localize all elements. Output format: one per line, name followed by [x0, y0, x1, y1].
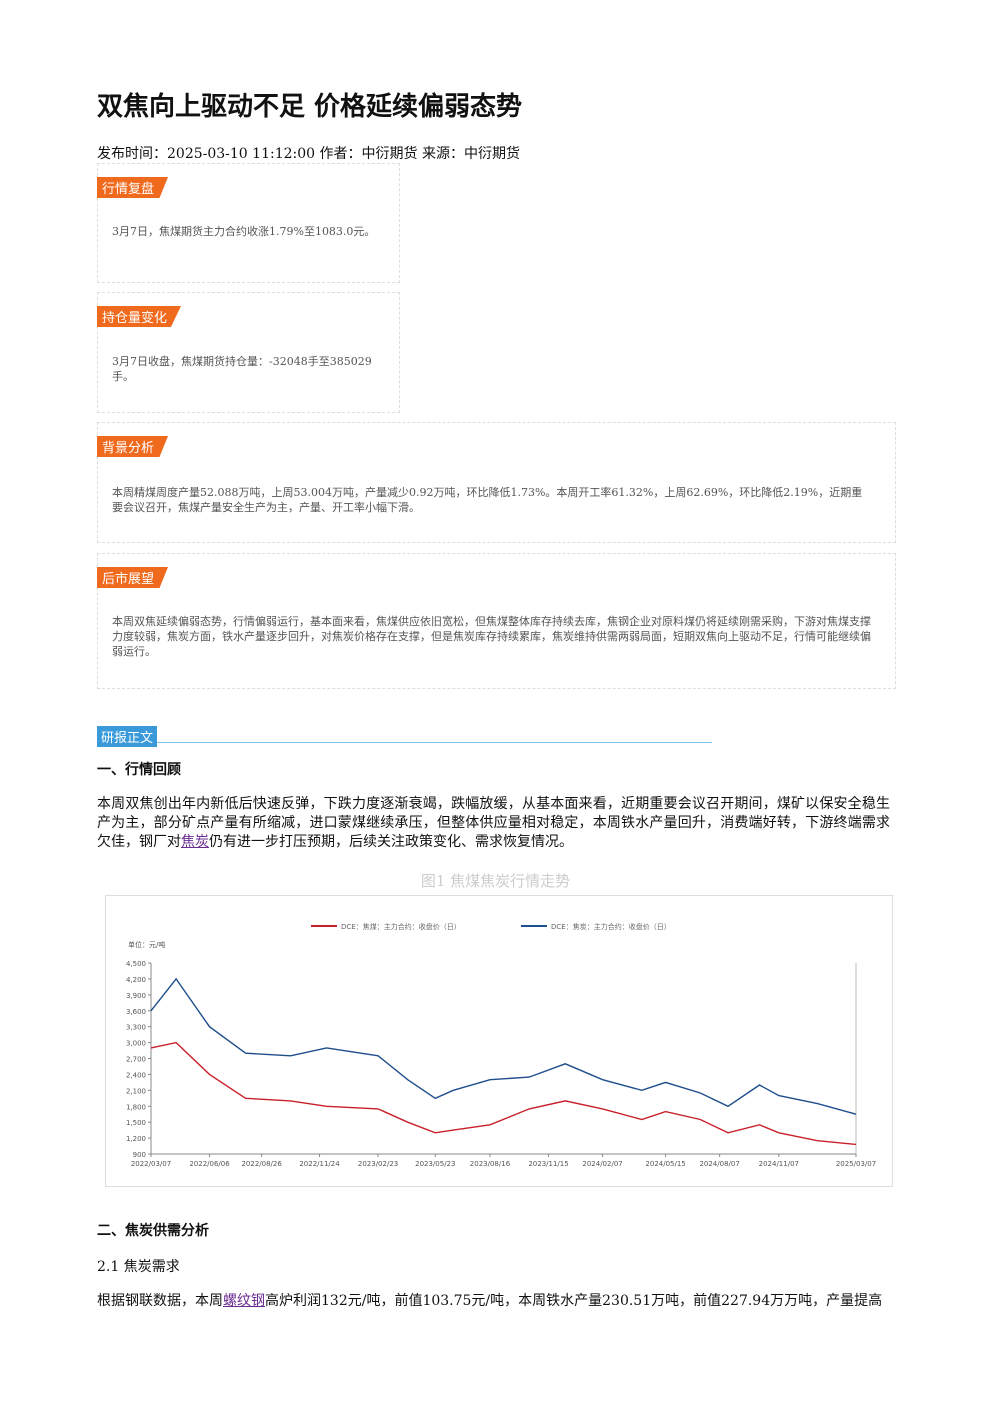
title: 双焦向上驱动不足 价格延续偏弱态势: [97, 92, 523, 122]
summary-text: 本周精煤周度产量52.088万吨，上周53.004万吨，产量减少0.92万吨，环…: [112, 486, 863, 514]
tag: 研报正文: [97, 726, 158, 747]
paragraph: 本周双焦创出年内新低后快速反弹，下跌力度逐渐衰竭，跌幅放缓，从基本面来看，近期重…: [97, 795, 890, 852]
meta: 发布时间：2025-03-10 11:12:00 作者：中衍期货 来源：中衍期货: [97, 146, 520, 162]
summary-text: 3月7日收盘，焦煤期货持仓量：-32048手至385029手。: [112, 355, 372, 383]
x-tick-label: 2023/05/23: [415, 1160, 455, 1168]
x-tick-label: 2023/08/16: [470, 1160, 511, 1168]
x-tick-label: 2022/06/06: [189, 1160, 230, 1168]
figure-caption: 图1 焦煤焦炭行情走势: [420, 872, 571, 890]
y-tick-label: 900: [133, 1151, 146, 1159]
x-tick-label: 2024/02/07: [582, 1160, 622, 1168]
summary-box: 背景分析本周精煤周度产量52.088万吨，上周53.004万吨，产量减少0.92…: [97, 422, 896, 543]
y-tick-label: 3,900: [126, 992, 146, 1000]
tag: 背景分析: [97, 436, 169, 457]
summary-box: 行情复盘 3月7日，焦煤期货主力合约收涨1.79%至1083.0元。: [97, 163, 400, 283]
link[interactable]: 螺纹钢: [223, 1293, 265, 1309]
x-tick-label: 2023/02/23: [358, 1160, 398, 1168]
tag: 行情复盘: [97, 177, 169, 198]
y-tick-label: 1,200: [126, 1135, 146, 1143]
series-line: [150, 1041, 857, 1146]
summary-box: 后市展望本周双焦延续偏弱态势，行情偏弱运行，基本面来看，焦煤供应依旧宽松，但焦煤…: [97, 553, 896, 689]
x-tick-label: 2022/03/07: [131, 1160, 171, 1168]
link[interactable]: 焦炭: [181, 834, 209, 850]
x-tick-label: 2024/08/07: [699, 1160, 739, 1168]
y-tick-label: 4,200: [126, 976, 146, 984]
legend-label: DCE：焦煤：主力合约：收盘价（日）: [341, 922, 461, 931]
x-tick-label: 2024/05/15: [645, 1160, 685, 1168]
y-tick-label: 1,800: [126, 1103, 146, 1111]
text: 高炉利润132元/吨，前值103.75元/吨，本周铁水产量230.51万吨，前值…: [265, 1293, 883, 1309]
x-tick-label: 2023/11/15: [528, 1160, 568, 1168]
heading: 二、焦炭供需分析: [97, 1223, 209, 1239]
y-tick-label: 3,300: [126, 1024, 146, 1032]
summary-box: 持仓量变化 3月7日收盘，焦煤期货持仓量：-32048手至385029手。: [97, 292, 400, 413]
chart: 900 1,200 1,500 1,800 2,100 2,400 2,700 3,000 3,…: [105, 895, 893, 1187]
summary-text: 本周双焦延续偏弱态势，行情偏弱运行，基本面来看，焦煤供应依旧宽松，但焦煤整体库存…: [112, 615, 871, 658]
unit-label: 单位：元/吨: [128, 940, 165, 949]
y-tick-label: 3,600: [126, 1008, 146, 1016]
tag: 持仓量变化: [97, 306, 182, 327]
x-tick-label: 2025/03/07: [836, 1160, 876, 1168]
x-tick-label: 2022/08/26: [241, 1160, 282, 1168]
tag: 后市展望: [97, 567, 169, 588]
divider: [97, 742, 712, 743]
subheading: 2.1 焦炭需求: [97, 1259, 180, 1275]
y-tick-label: 2,400: [126, 1071, 146, 1079]
y-tick-label: 1,500: [126, 1119, 146, 1127]
series-line: [150, 977, 857, 1115]
legend-label: DCE：焦炭：主力合约：收盘价（日）: [551, 922, 671, 931]
paragraph: 根据钢联数据，本周螺纹钢高炉利润132元/吨，前值103.75元/吨，本周铁水产…: [97, 1292, 890, 1311]
x-tick-label: 2024/11/07: [759, 1160, 799, 1168]
x-tick-label: 2022/11/24: [299, 1160, 340, 1168]
text: 本周双焦创出年内新低后快速反弹，下跌力度逐渐衰竭，跌幅放缓，从基本面来看，近期重…: [97, 796, 890, 850]
summary-text: 3月7日，焦煤期货主力合约收涨1.79%至1083.0元。: [112, 225, 376, 238]
text: 根据钢联数据，本周: [97, 1293, 223, 1309]
y-tick-label: 2,700: [126, 1056, 146, 1064]
y-tick-label: 4,500: [126, 960, 146, 968]
heading: 一、行情回顾: [97, 762, 181, 778]
y-tick-label: 3,000: [126, 1040, 146, 1048]
y-tick-label: 2,100: [126, 1087, 146, 1095]
text: 仍有进一步打压预期，后续关注政策变化、需求恢复情况。: [209, 834, 573, 850]
